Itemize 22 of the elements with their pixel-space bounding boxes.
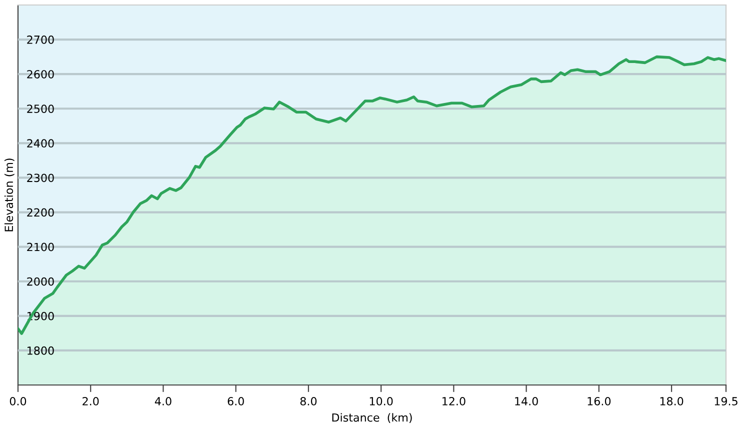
x-tick-label: 12.0	[442, 397, 466, 406]
y-tick-label: 2200	[27, 208, 54, 217]
x-axis-title: Distance (km)	[332, 413, 412, 424]
x-tick-label: 0.0	[10, 397, 26, 406]
y-tick-label: 2100	[27, 242, 54, 252]
x-tick-label: 18.0	[660, 397, 684, 406]
x-tick-label: 2.0	[82, 397, 99, 406]
x-tick-label: 14.0	[515, 397, 538, 406]
y-tick-label: 2400	[27, 139, 54, 148]
y-tick-label: 2500	[27, 104, 54, 114]
y-tick-label: 2000	[27, 277, 54, 286]
x-tick-label: 10.0	[370, 397, 393, 406]
y-tick-label: 2700	[27, 36, 54, 44]
x-tick-label: 19.5	[714, 397, 738, 406]
y-tick-label: 1800	[28, 346, 54, 355]
x-tick-label: 8.0	[300, 397, 317, 406]
y-axis-title: Elevation (m)	[4, 158, 14, 232]
y-tick-label: 2600	[27, 70, 54, 78]
x-tick-label: 16.0	[588, 397, 611, 406]
y-tick-label: 2300	[27, 174, 54, 182]
x-tick-label: 4.0	[154, 397, 172, 406]
x-tick-label: 6.0	[228, 397, 244, 406]
